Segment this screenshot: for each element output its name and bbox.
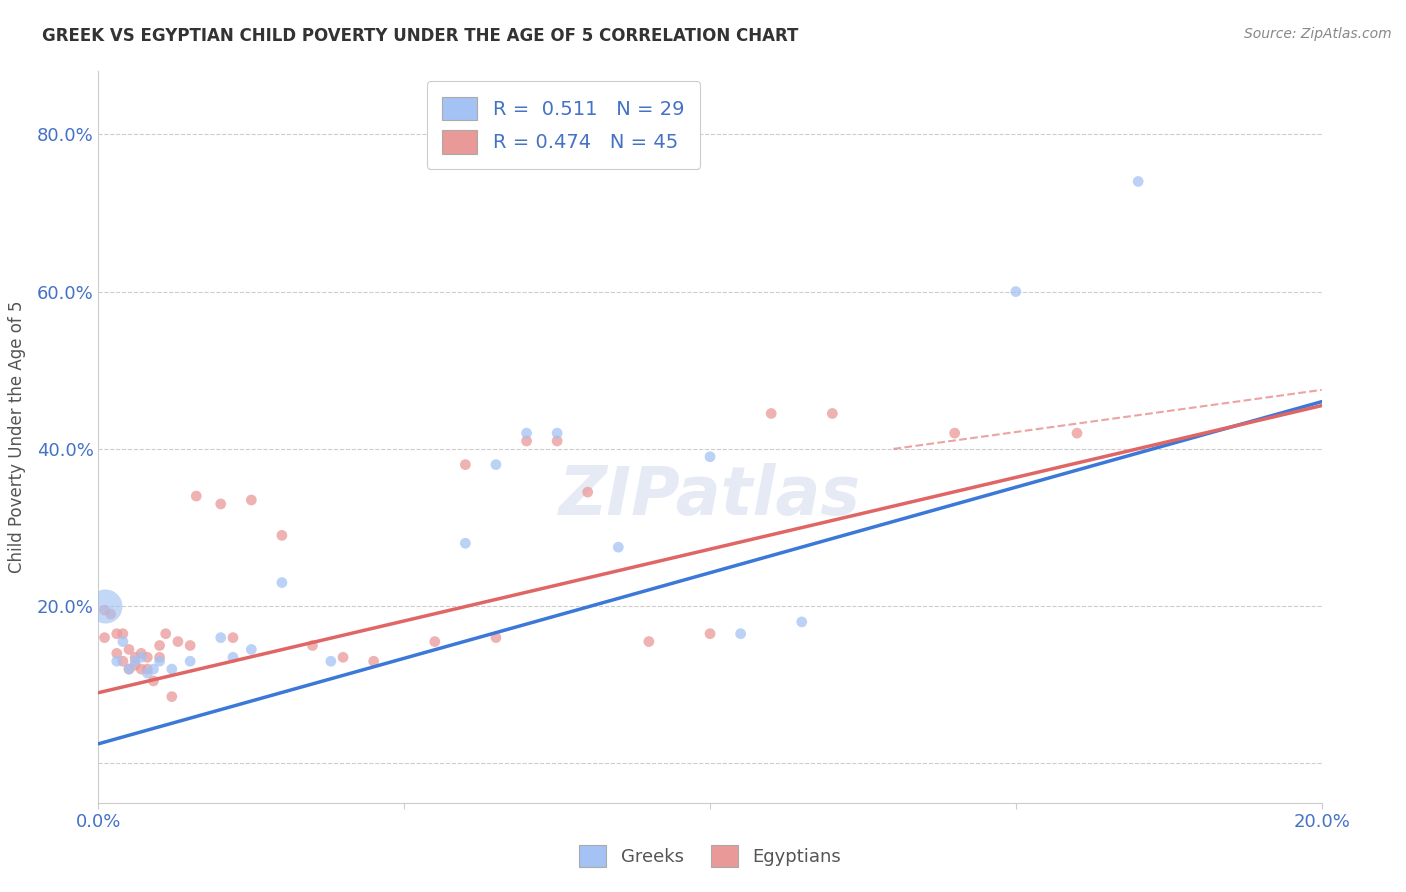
Point	[142, 673, 165, 688]
Point	[516, 434, 538, 448]
Point	[546, 426, 568, 441]
Point	[149, 654, 172, 668]
Point	[240, 642, 263, 657]
Point	[637, 634, 661, 648]
Point	[160, 690, 183, 704]
Point	[136, 662, 159, 676]
Y-axis label: Child Poverty Under the Age of 5: Child Poverty Under the Age of 5	[7, 301, 25, 574]
Point	[423, 634, 446, 648]
Point	[485, 631, 508, 645]
Point	[118, 642, 141, 657]
Point	[240, 493, 263, 508]
Point	[516, 426, 538, 441]
Point	[129, 650, 152, 665]
Point	[179, 654, 201, 668]
Point	[93, 603, 115, 617]
Point	[546, 434, 568, 448]
Point	[136, 666, 159, 681]
Point	[363, 654, 385, 668]
Point	[607, 540, 630, 554]
Point	[1128, 174, 1150, 188]
Point	[759, 407, 782, 421]
Point	[118, 662, 141, 676]
Point	[93, 599, 115, 614]
Point	[790, 615, 813, 629]
Point	[1004, 285, 1026, 299]
Point	[93, 631, 115, 645]
Point	[111, 654, 134, 668]
Point	[179, 639, 201, 653]
Point	[319, 654, 342, 668]
Point	[129, 662, 152, 676]
Point	[124, 654, 146, 668]
Point	[270, 575, 292, 590]
Point	[222, 650, 245, 665]
Point	[111, 626, 134, 640]
Point	[118, 662, 141, 676]
Point	[100, 607, 122, 621]
Point	[186, 489, 208, 503]
Point	[149, 639, 172, 653]
Point	[129, 646, 152, 660]
Point	[160, 662, 183, 676]
Point	[699, 450, 721, 464]
Point	[301, 639, 323, 653]
Point	[111, 634, 134, 648]
Point	[124, 650, 146, 665]
Point	[105, 654, 128, 668]
Point	[943, 426, 966, 441]
Point	[136, 650, 159, 665]
Point	[270, 528, 292, 542]
Point	[209, 497, 232, 511]
Point	[485, 458, 508, 472]
Point	[821, 407, 844, 421]
Point	[167, 634, 190, 648]
Point	[1066, 426, 1088, 441]
Text: GREEK VS EGYPTIAN CHILD POVERTY UNDER THE AGE OF 5 CORRELATION CHART: GREEK VS EGYPTIAN CHILD POVERTY UNDER TH…	[42, 27, 799, 45]
Point	[124, 658, 146, 673]
Point	[149, 650, 172, 665]
Point	[105, 626, 128, 640]
Point	[576, 485, 599, 500]
Text: ZIPatlas: ZIPatlas	[560, 463, 860, 529]
Point	[155, 626, 177, 640]
Point	[730, 626, 752, 640]
Point	[454, 536, 477, 550]
Point	[142, 662, 165, 676]
Point	[209, 631, 232, 645]
Point	[222, 631, 245, 645]
Text: Source: ZipAtlas.com: Source: ZipAtlas.com	[1244, 27, 1392, 41]
Point	[105, 646, 128, 660]
Point	[454, 458, 477, 472]
Point	[699, 626, 721, 640]
Legend: Greeks, Egyptians: Greeks, Egyptians	[572, 838, 848, 874]
Point	[332, 650, 354, 665]
